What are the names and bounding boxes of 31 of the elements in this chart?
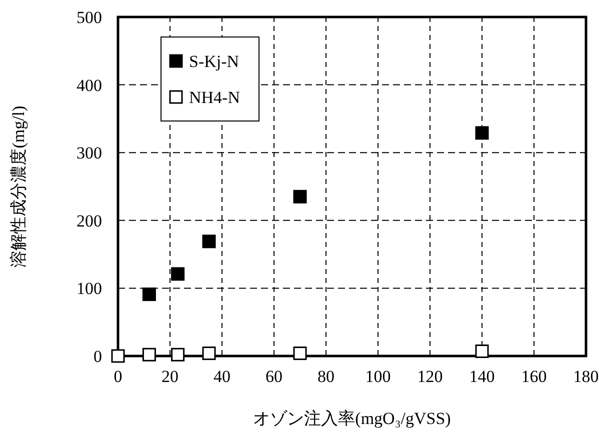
point <box>142 288 156 302</box>
x-tick-label: 120 <box>417 367 443 386</box>
point <box>202 234 216 248</box>
x-tick-label: 60 <box>266 367 282 386</box>
x-tick-label: 0 <box>114 367 122 386</box>
x-tick-label: 20 <box>162 367 178 386</box>
legend-label: NH4-N <box>189 88 240 107</box>
point <box>293 190 307 204</box>
point <box>111 349 125 363</box>
y-tick-label: 200 <box>76 211 102 230</box>
point <box>171 267 185 281</box>
point <box>293 346 307 360</box>
x-tick-label: 100 <box>365 367 391 386</box>
point <box>475 344 489 358</box>
y-axis-title: 溶解性成分濃度(mg/l) <box>9 106 28 268</box>
x-axis-title: オゾン注入率(mgO₃/gVSS) <box>253 409 451 428</box>
y-tick-label: 300 <box>76 144 102 163</box>
y-tick-label: 0 <box>94 347 102 366</box>
y-tick-label: 400 <box>76 76 102 95</box>
y-tick-label: 500 <box>76 8 102 27</box>
point <box>142 348 156 362</box>
point <box>475 126 489 140</box>
legend-label: S-Kj-N <box>189 52 240 71</box>
x-tick-label: 160 <box>521 367 547 386</box>
x-tick-label: 140 <box>469 367 495 386</box>
point <box>171 348 185 362</box>
y-tick-label: 100 <box>76 279 102 298</box>
x-tick-label: 40 <box>214 367 230 386</box>
x-tick-label: 80 <box>318 367 334 386</box>
x-tick-label: 180 <box>573 367 599 386</box>
point <box>202 346 216 360</box>
